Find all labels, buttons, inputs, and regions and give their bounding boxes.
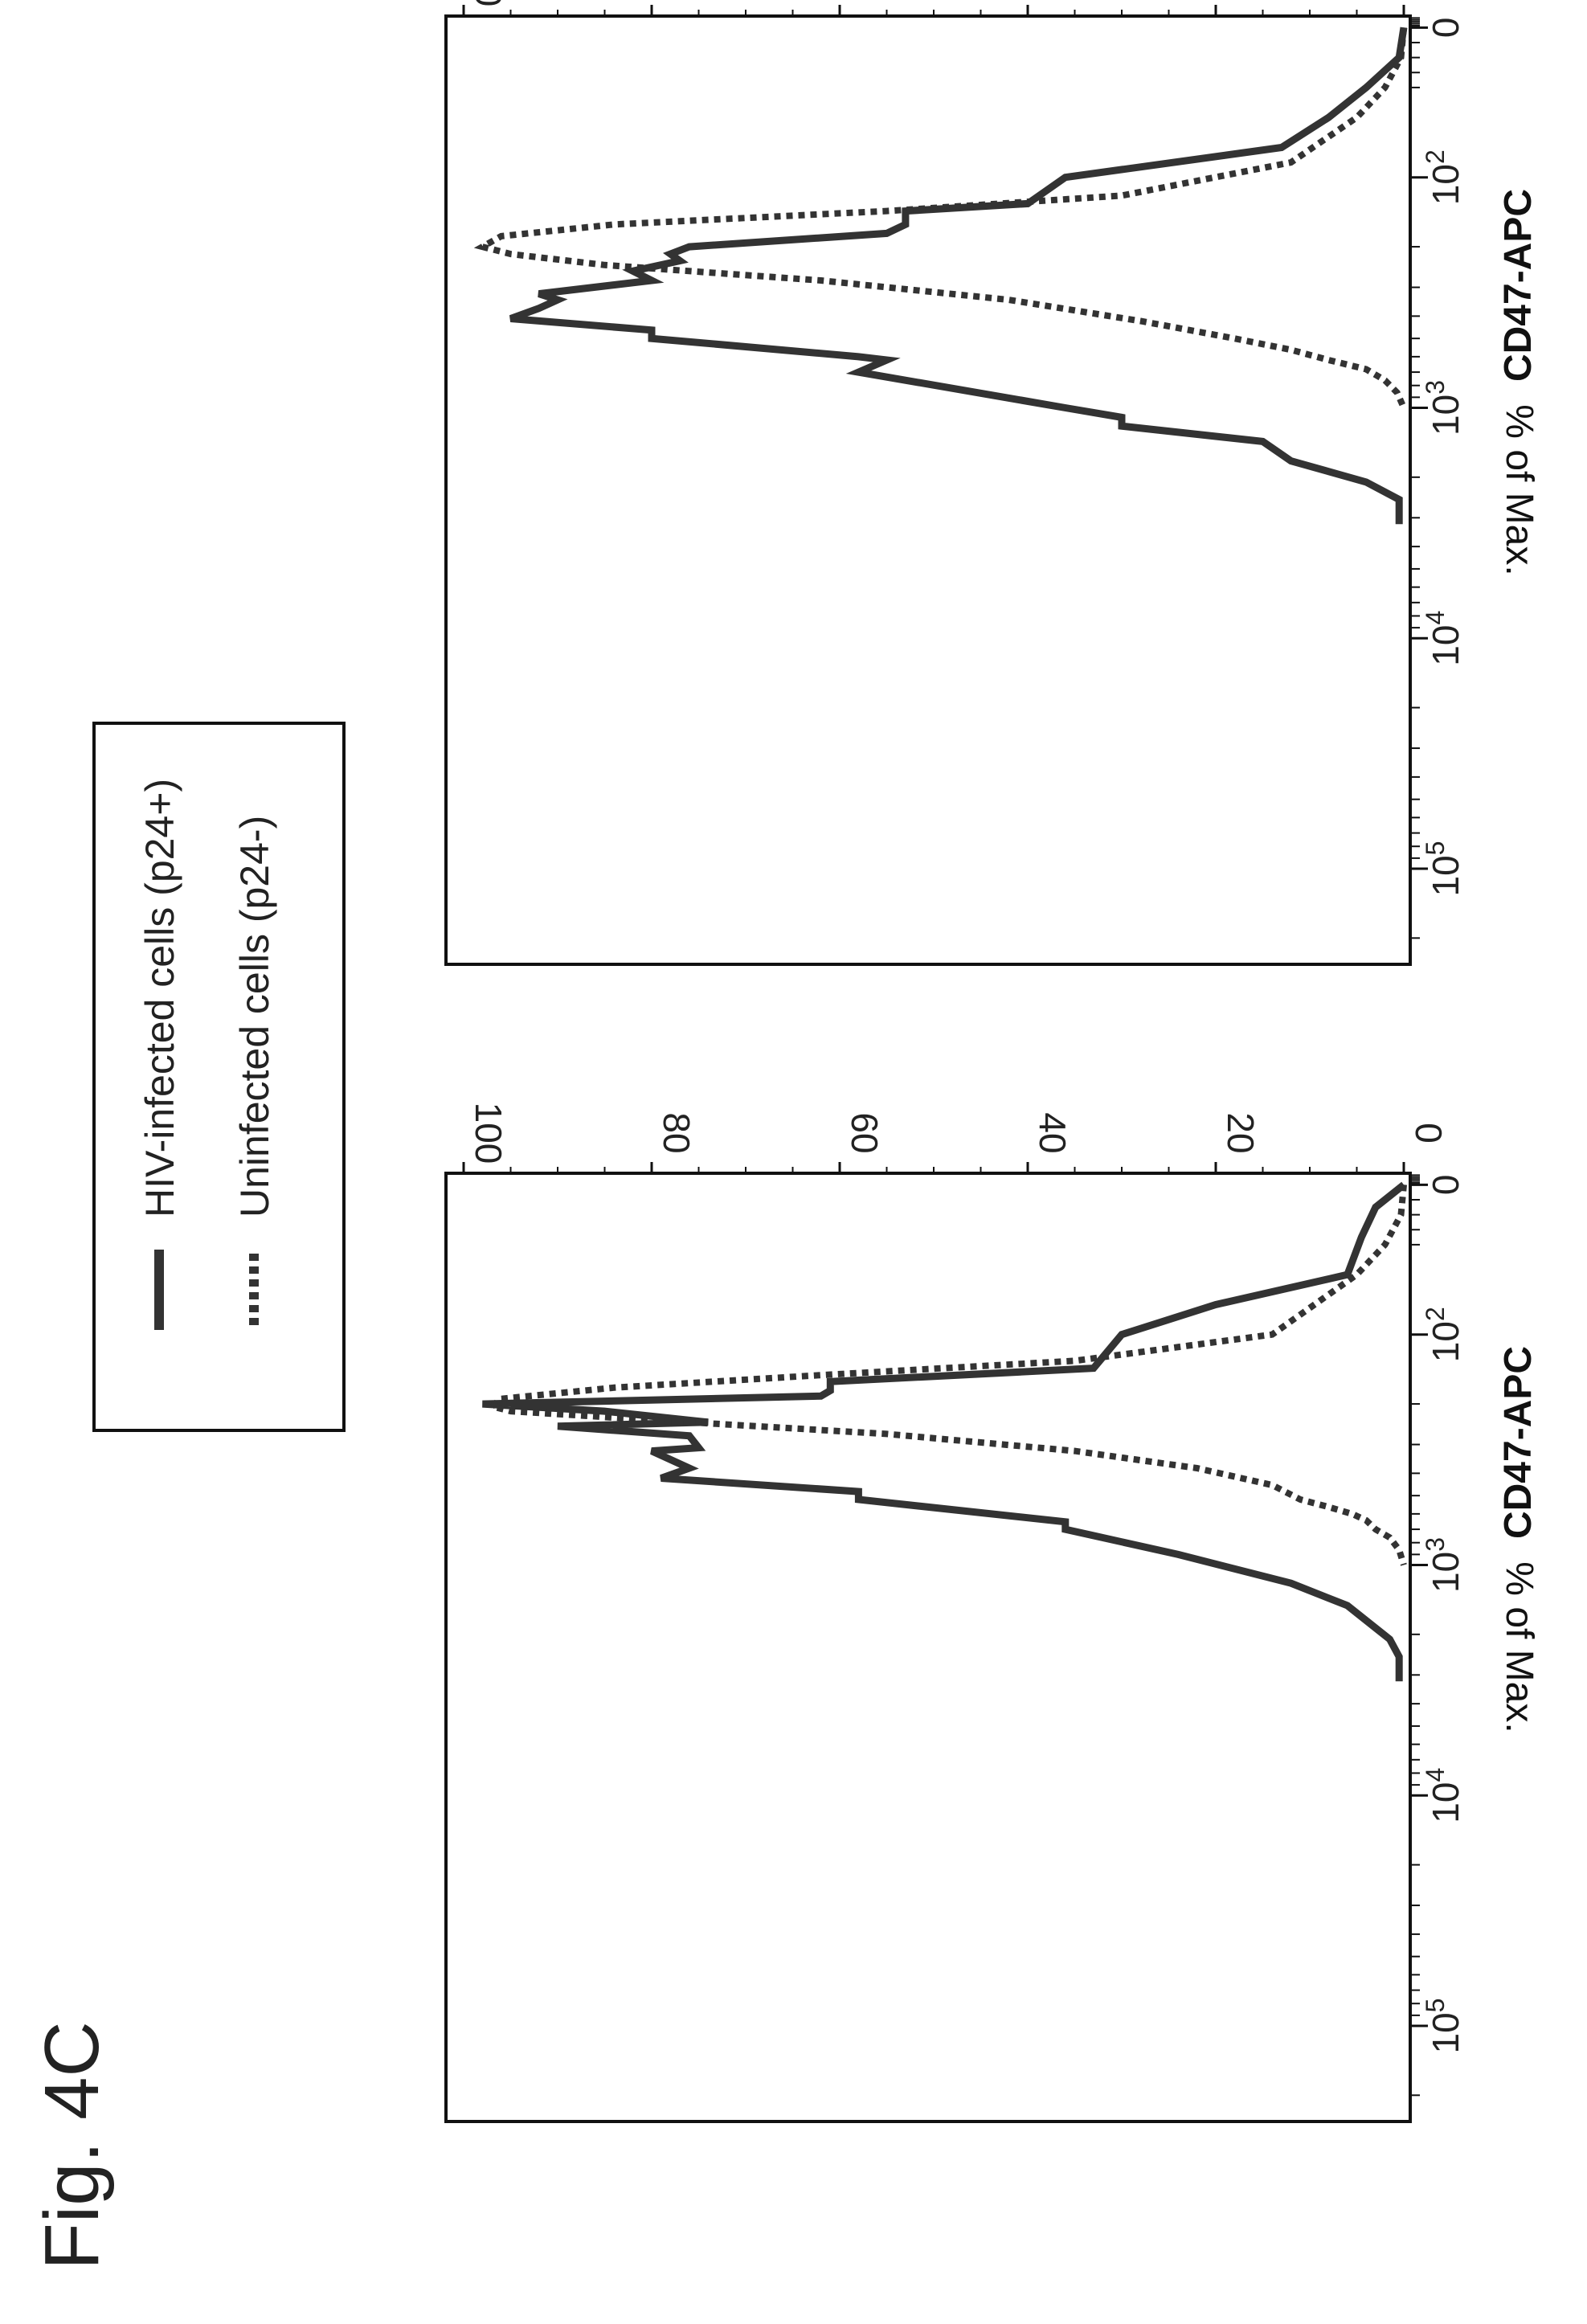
x-tick-label: 103	[1421, 1537, 1466, 1593]
x-tick-text: 104	[1421, 611, 1466, 666]
x-tick-label: 0	[1425, 18, 1466, 39]
series-line-hiv-infected	[482, 1181, 1406, 1682]
legend: HIV-infected cells (p24+) Uninfected cel…	[92, 722, 346, 1432]
y-tick-label: 20	[1220, 1112, 1262, 1153]
series-line-uninfected	[473, 27, 1407, 410]
y-ticks-left: 0 20 40 60 80 100	[462, 1103, 1450, 1173]
x-axis-title-right: CD47-APC	[1497, 189, 1540, 382]
x-tick-label: 104	[1421, 1768, 1466, 1823]
x-tick-label: 0	[1425, 1175, 1466, 1196]
x-tick-label: 103	[1421, 380, 1466, 436]
x-tick-label: 105	[1421, 841, 1466, 897]
x-tick-text: 0	[1425, 18, 1466, 39]
x-tick-text: 102	[1421, 1307, 1466, 1362]
histogram-panel-left: 0 20 40 60 80 100 0 102 103 104 105 % of Max. CD4…	[444, 1103, 1540, 2123]
y-tick-label: 40	[1032, 1112, 1074, 1153]
legend-label-hiv: HIV-infected cells (p24+)	[137, 779, 182, 1217]
x-ticks-left: 0 102 103 104 105	[1410, 1174, 1466, 2097]
legend-label-uninfected: Uninfected cells (p24-)	[232, 816, 277, 1217]
y-tick-label: 0	[1408, 1123, 1450, 1144]
x-axis-title-left: CD47-APC	[1497, 1346, 1540, 1539]
legend-frame	[92, 722, 346, 1432]
y-axis-title-left: % of Max.	[1498, 1561, 1540, 1733]
figure-label: Fig. 4C	[29, 2021, 115, 2269]
y-tick-label: 60	[844, 1112, 886, 1153]
x-tick-label: 102	[1421, 149, 1466, 205]
y-tick-label: 80	[656, 1112, 697, 1153]
x-tick-label: 104	[1421, 611, 1466, 666]
plot-frame-right	[444, 14, 1412, 966]
series-right	[473, 27, 1408, 525]
series-line-hiv-infected	[509, 27, 1408, 525]
x-tick-label: 102	[1421, 1307, 1466, 1362]
x-tick-label: 105	[1421, 1999, 1466, 2054]
x-ticks-right: 0 102 103 104 105	[1410, 17, 1466, 939]
x-tick-text: 105	[1421, 841, 1466, 897]
x-tick-text: 103	[1421, 1537, 1466, 1593]
x-tick-text: 103	[1421, 380, 1466, 436]
plot-frame-left	[444, 1172, 1412, 2123]
y-axis-title-right: % of Max.	[1498, 404, 1540, 575]
y-tick-label: 100	[468, 0, 509, 6]
x-tick-text: 105	[1421, 1999, 1466, 2054]
x-tick-text: 0	[1425, 1175, 1466, 1196]
x-tick-text: 102	[1421, 149, 1466, 205]
y-tick-label: 100	[468, 1103, 509, 1164]
series-left	[482, 1181, 1407, 1682]
x-tick-text: 104	[1421, 1768, 1466, 1823]
series-line-uninfected	[485, 1184, 1407, 1566]
